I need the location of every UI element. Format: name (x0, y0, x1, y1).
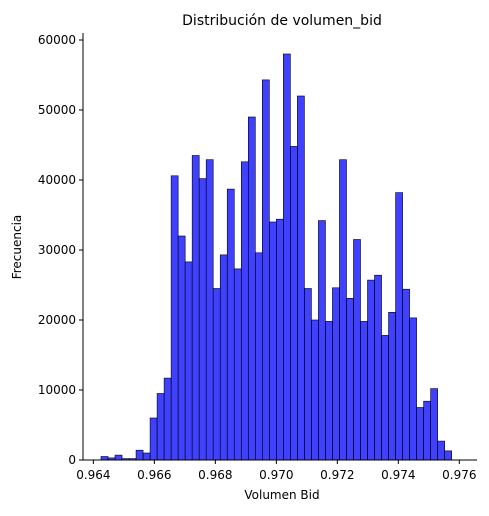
histogram-bar (395, 192, 403, 461)
histogram-bar (367, 279, 375, 461)
histogram-bar (402, 288, 410, 461)
histogram-bar (290, 146, 298, 461)
histogram-bar (444, 450, 452, 461)
histogram-bar (269, 221, 277, 461)
y-tick-label: 10000 (38, 383, 76, 397)
histogram-bar (416, 407, 424, 461)
histogram-bar (254, 252, 263, 461)
histogram-bar (163, 377, 172, 461)
y-ticks-group: 0 10000 20000 30000 40000 50000 60000 (38, 33, 83, 467)
y-tick-label: 30000 (38, 243, 76, 257)
histogram-bar (240, 161, 249, 461)
histogram-bar (311, 319, 319, 461)
histogram-bar (381, 335, 389, 461)
y-axis-label: Frecuencia (10, 215, 24, 280)
histogram-bar (191, 155, 200, 461)
histogram-bar (219, 254, 228, 461)
histogram-bar (198, 178, 207, 461)
histogram-bar (100, 456, 109, 461)
histogram-bar (142, 452, 151, 461)
histogram-bar (297, 95, 305, 461)
histogram-bar (346, 297, 354, 461)
histogram-bar (353, 239, 361, 461)
histogram-bar (212, 288, 221, 461)
y-tick-label: 20000 (38, 313, 76, 327)
histogram-bar (262, 79, 270, 461)
y-tick-label: 0 (68, 453, 76, 467)
histogram-bar (360, 321, 368, 461)
y-tick-label: 60000 (38, 33, 76, 47)
histogram-bar (423, 400, 431, 461)
histogram-bar (437, 440, 445, 461)
histogram-bar (247, 116, 256, 461)
histogram-bar (170, 175, 179, 461)
histogram-bar (318, 220, 326, 461)
chart-title: Distribución de volumen_bid (182, 13, 382, 29)
histogram-bar (332, 287, 340, 461)
histogram-bar (149, 417, 158, 461)
histogram-bar (226, 188, 235, 461)
histogram-bar (430, 388, 438, 461)
x-tick-label: 0.966 (137, 468, 171, 482)
histogram-bar (304, 288, 312, 461)
x-ticks-group: 0.964 0.966 0.968 0.970 0.972 0.974 0.976 (76, 460, 476, 482)
x-tick-label: 0.964 (76, 468, 110, 482)
histogram-bar (339, 159, 347, 461)
x-axis-label: Volumen Bid (244, 488, 319, 502)
histogram-bar (325, 321, 333, 461)
histogram-bar (283, 53, 291, 461)
x-tick-label: 0.970 (259, 468, 293, 482)
x-tick-label: 0.974 (381, 468, 415, 482)
bars-group (100, 53, 452, 461)
histogram-bar (233, 268, 242, 461)
histogram-bar (135, 449, 144, 461)
histogram-bar (114, 454, 123, 461)
histogram-bar (409, 317, 417, 461)
histogram-bar (388, 311, 396, 461)
histogram-bar (205, 159, 214, 461)
x-tick-label: 0.968 (198, 468, 232, 482)
histogram-bar (184, 261, 193, 461)
y-tick-label: 40000 (38, 173, 76, 187)
histogram-bar (156, 393, 165, 461)
histogram-bar (374, 274, 382, 461)
x-tick-label: 0.976 (442, 468, 476, 482)
x-tick-label: 0.972 (320, 468, 354, 482)
histogram-bar (276, 218, 284, 461)
histogram-bar (177, 235, 186, 461)
y-tick-label: 50000 (38, 103, 76, 117)
